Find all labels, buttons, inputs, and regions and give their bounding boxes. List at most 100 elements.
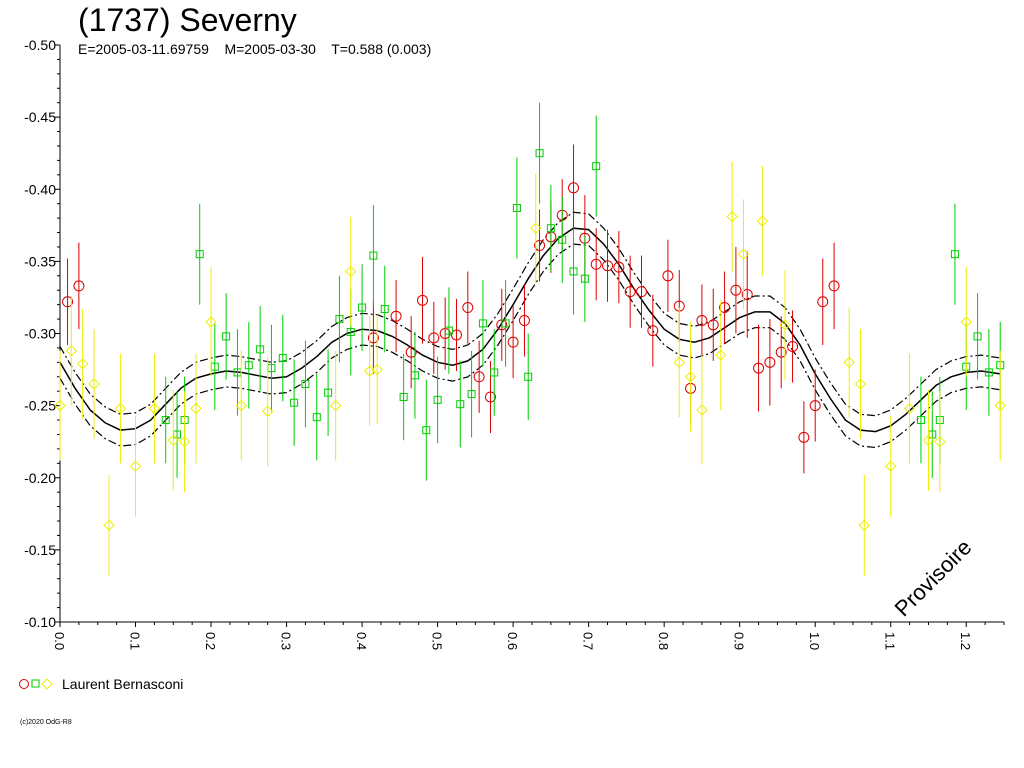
data-point-square xyxy=(278,354,287,363)
x-tick-label: 0.9 xyxy=(732,632,747,650)
x-tick-label: 0.4 xyxy=(354,632,369,650)
data-point-diamond xyxy=(167,434,179,446)
data-point-square xyxy=(467,390,476,399)
x-tick-label: 0.1 xyxy=(128,632,143,650)
data-point-square xyxy=(490,368,499,377)
data-point-circle xyxy=(764,356,776,368)
x-tick-label: 1.1 xyxy=(883,632,898,650)
data-point-square xyxy=(222,332,231,341)
data-point-square xyxy=(422,426,431,435)
data-point-circle xyxy=(473,371,485,383)
data-point-square xyxy=(369,251,378,260)
data-point-circle xyxy=(809,400,821,412)
data-point-diamond xyxy=(190,402,202,415)
data-point-diamond xyxy=(854,378,867,390)
x-tick-label: 0.2 xyxy=(203,632,218,650)
data-point-diamond xyxy=(235,399,247,412)
data-point-square xyxy=(256,345,265,354)
data-point-circle xyxy=(568,182,580,194)
legend-label: Laurent Bernasconi xyxy=(62,676,184,692)
data-point-square xyxy=(358,303,367,312)
data-point-square xyxy=(456,400,465,409)
data-point-circle xyxy=(534,240,546,252)
x-tick-label: 0.3 xyxy=(279,632,294,650)
data-point-circle xyxy=(730,284,742,296)
data-point-diamond xyxy=(148,402,161,415)
data-point-square xyxy=(916,416,925,425)
data-point-diamond xyxy=(673,356,685,369)
data-point-diamond xyxy=(54,399,66,412)
data-point-circle xyxy=(62,296,74,308)
data-point-diamond xyxy=(885,460,897,472)
data-point-circle xyxy=(696,315,708,327)
data-point-square xyxy=(444,326,453,335)
data-point-circle xyxy=(787,340,799,352)
x-tick-label: 0.0 xyxy=(52,632,67,650)
data-point-square xyxy=(324,388,333,397)
data-point-diamond xyxy=(76,358,89,370)
x-tick-label: 0.6 xyxy=(505,632,520,650)
data-point-square xyxy=(380,304,389,313)
data-point-square xyxy=(195,250,204,259)
data-point-circle xyxy=(719,302,731,314)
data-point-circle xyxy=(753,362,765,374)
data-point-diamond xyxy=(178,435,191,448)
x-tick-label: 0.8 xyxy=(656,632,671,650)
data-point-square xyxy=(569,267,578,276)
data-point-diamond xyxy=(994,399,1006,412)
data-point-circle xyxy=(602,260,614,272)
y-tick-label: -0.30 xyxy=(24,326,56,342)
copyright: (c)2020 OdG-R8 xyxy=(20,719,72,726)
data-point-square xyxy=(580,274,589,283)
data-point-square xyxy=(312,413,321,422)
data-point-circle xyxy=(484,391,496,403)
y-tick-label: -0.45 xyxy=(24,109,56,125)
data-point-circle xyxy=(416,294,428,306)
data-point-square xyxy=(399,392,408,401)
y-tick-label: -0.15 xyxy=(24,542,56,558)
data-point-circle xyxy=(450,329,462,341)
data-point-diamond xyxy=(756,215,769,227)
data-point-square xyxy=(546,224,555,233)
y-tick-label: -0.20 xyxy=(24,470,56,486)
data-point-circle xyxy=(462,302,474,314)
data-point-square xyxy=(501,319,510,328)
data-point-circle xyxy=(405,346,417,358)
data-point-circle xyxy=(507,336,519,348)
data-point-circle xyxy=(518,315,530,327)
chart-title: (1737) Severny xyxy=(78,2,297,38)
data-point-circle xyxy=(636,286,648,298)
data-point-diamond xyxy=(205,316,217,328)
data-point-diamond xyxy=(934,435,946,448)
data-point-diamond xyxy=(922,434,935,446)
data-point-diamond xyxy=(261,405,274,418)
data-point-diamond xyxy=(726,210,738,223)
data-point-diamond xyxy=(371,363,383,376)
data-point-square xyxy=(290,398,299,407)
fit-band-upper xyxy=(59,211,1001,417)
data-point-diamond xyxy=(329,399,342,412)
y-tick-label: -0.25 xyxy=(24,398,56,414)
data-point-circle xyxy=(647,325,659,337)
data-point-circle xyxy=(828,280,840,292)
data-point-square xyxy=(335,315,344,324)
data-point-circle xyxy=(428,332,440,344)
data-point-circle xyxy=(741,289,753,301)
data-point-square xyxy=(558,235,567,244)
data-point-square xyxy=(161,416,170,425)
data-point-square xyxy=(984,368,993,377)
data-point-circle xyxy=(390,310,402,322)
data-point-circle xyxy=(707,319,719,331)
data-point-diamond xyxy=(858,519,870,532)
data-point-square xyxy=(301,379,310,388)
data-point-circle xyxy=(624,286,636,298)
data-point-diamond xyxy=(696,404,708,416)
y-tick-label: -0.50 xyxy=(24,37,56,53)
data-point-square xyxy=(973,332,982,341)
data-point-diamond xyxy=(715,349,727,361)
data-point-square xyxy=(950,250,959,259)
fit-band-lower xyxy=(59,243,1001,449)
y-tick-label: -0.40 xyxy=(24,181,56,197)
chart-subtitle: E=2005-03-11.69759 M=2005-03-30 T=0.588 … xyxy=(78,41,432,57)
